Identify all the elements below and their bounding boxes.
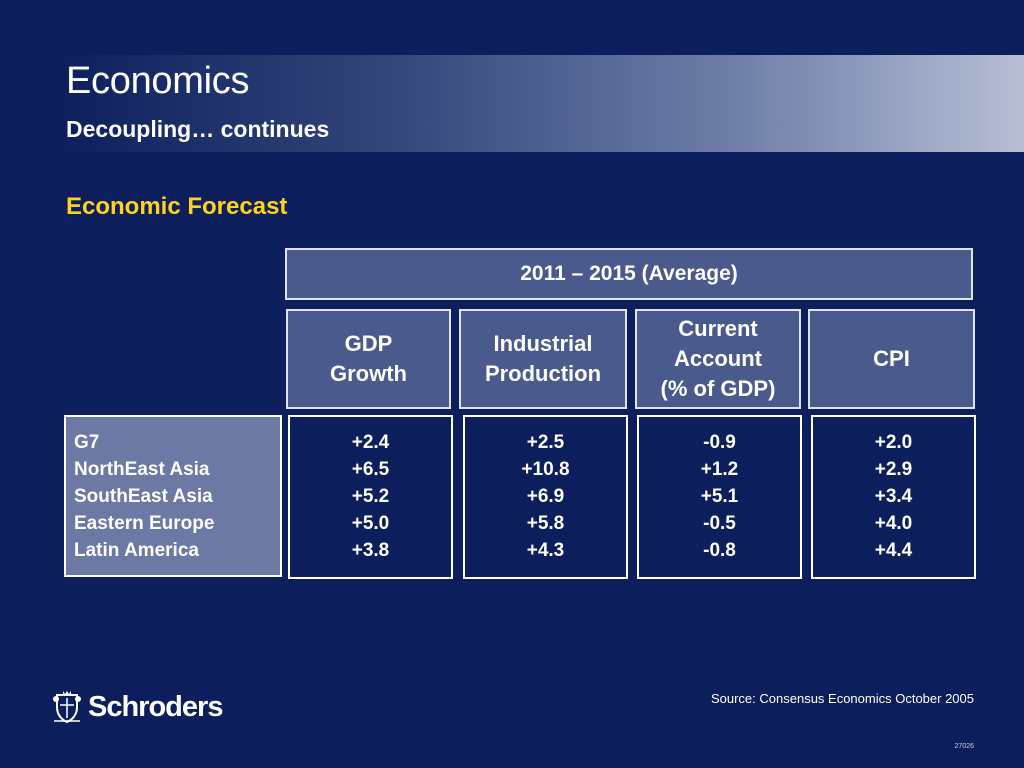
value-cell: +5.1 [700,486,739,507]
value-cell: +3.4 [874,486,913,507]
region-label: Latin America [74,540,199,561]
column-header-gdp-growth: GDP Growth [286,309,451,409]
slide-code: 27026 [954,743,974,750]
region-label: SouthEast Asia [74,486,213,507]
value-cell: +4.0 [874,513,913,534]
value-cell: +5.2 [351,486,390,507]
column-header-current-account: Current Account (% of GDP) [635,309,801,409]
values-gdp-growth: +2.4 +6.5 +5.2 +5.0 +3.8 [288,415,453,579]
values-current-account: -0.9 +1.2 +5.1 -0.5 -0.8 [637,415,802,579]
region-label: Eastern Europe [74,513,215,534]
page-title: Economics [66,60,250,102]
title-band [55,55,1024,152]
value-cell: +2.5 [526,432,565,453]
column-header-industrial-production: Industrial Production [459,309,627,409]
value-cell: -0.8 [703,540,736,561]
value-cell: +6.9 [526,486,565,507]
value-cell: +10.8 [521,459,570,480]
value-cell: +1.2 [700,459,739,480]
schroders-logo: Schroders [52,690,223,724]
value-cell: -0.9 [703,432,736,453]
value-cell: +2.4 [351,432,390,453]
value-cell: +5.0 [351,513,390,534]
value-cell: +4.3 [526,540,565,561]
column-header-label: Industrial Production [484,331,602,386]
region-label: G7 [74,432,100,453]
period-header: 2011 – 2015 (Average) [285,248,973,300]
period-label: 2011 – 2015 (Average) [520,262,738,285]
page-subtitle: Decoupling… continues [66,116,330,142]
value-cell: +2.9 [874,459,913,480]
source-note: Source: Consensus Economics October 2005 [710,691,974,706]
column-header-label: GDP Growth [330,331,407,386]
brand-name: Schroders [88,690,223,723]
values-industrial-production: +2.5 +10.8 +6.9 +5.8 +4.3 [463,415,628,579]
section-heading: Economic Forecast [66,193,288,220]
value-cell: +5.8 [526,513,565,534]
value-cell: +2.0 [874,432,913,453]
column-header-cpi: CPI [808,309,975,409]
region-list: G7 NorthEast Asia SouthEast Asia Eastern… [64,415,282,577]
value-cell: +3.8 [351,540,390,561]
column-header-label: Current Account (% of GDP) [660,316,776,401]
value-cell: +6.5 [351,459,390,480]
crest-icon [53,691,81,724]
value-cell: -0.5 [703,513,736,534]
column-header-label: CPI [873,346,910,371]
region-label: NorthEast Asia [74,459,210,480]
values-cpi: +2.0 +2.9 +3.4 +4.0 +4.4 [811,415,976,579]
value-cell: +4.4 [874,540,913,561]
